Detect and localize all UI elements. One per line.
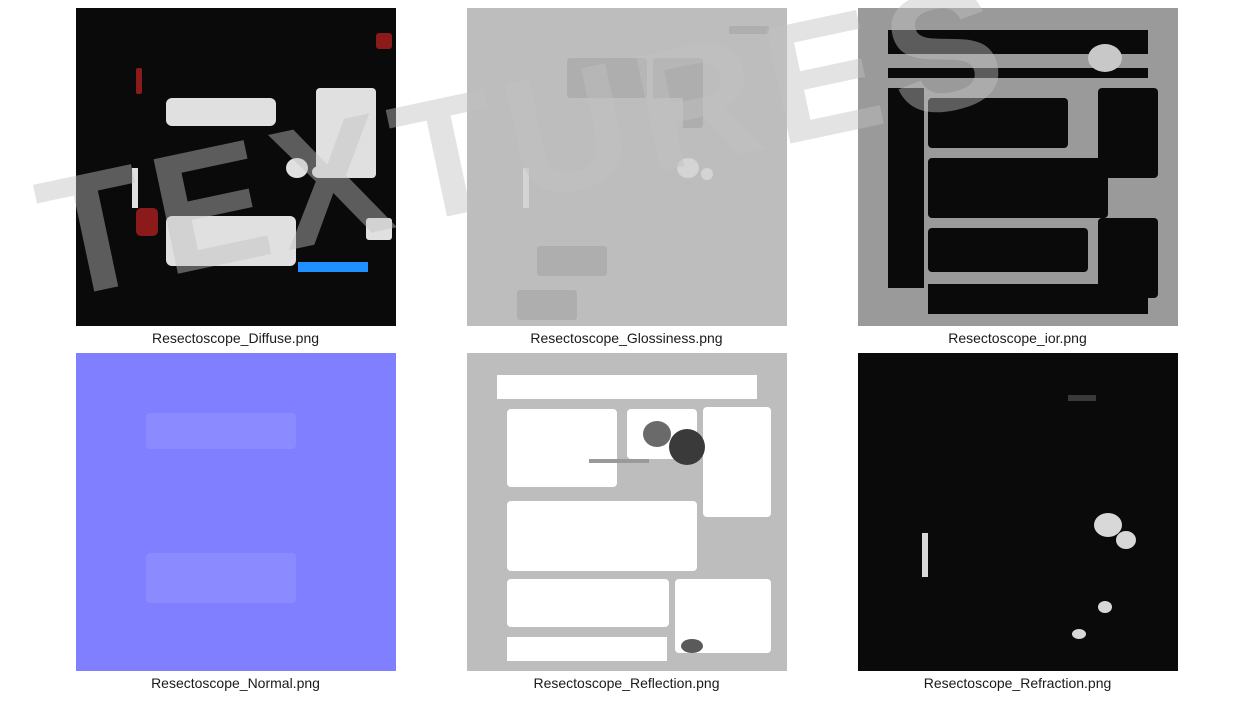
texture-caption-glossiness: Resectoscope_Glossiness.png <box>530 330 722 346</box>
texture-cell-3[interactable]: Resectoscope_Normal.png <box>40 353 431 698</box>
texture-shape <box>298 262 368 272</box>
texture-grid: Resectoscope_Diffuse.png Resectoscope_Gl… <box>0 0 1253 705</box>
texture-shape <box>286 158 308 178</box>
texture-shape <box>928 158 1108 218</box>
texture-shape <box>76 353 396 671</box>
texture-cell-1[interactable]: Resectoscope_Glossiness.png <box>431 8 822 353</box>
texture-shape <box>366 218 392 240</box>
texture-shape <box>928 98 1068 148</box>
texture-shape <box>677 158 699 178</box>
texture-caption-refraction: Resectoscope_Refraction.png <box>924 675 1112 691</box>
texture-caption-reflection: Resectoscope_Reflection.png <box>533 675 719 691</box>
texture-cell-2[interactable]: Resectoscope_ior.png <box>822 8 1213 353</box>
texture-shape <box>1098 601 1112 613</box>
thumb-wrap-4 <box>467 353 787 671</box>
texture-shape <box>507 501 697 571</box>
texture-thumbnail-reflection[interactable] <box>467 353 787 671</box>
texture-shape <box>1072 629 1086 639</box>
texture-shape <box>136 208 158 236</box>
texture-thumbnail-glossiness[interactable] <box>467 8 787 326</box>
texture-shape <box>517 290 577 320</box>
texture-shape <box>888 88 924 288</box>
texture-thumbnail-refraction[interactable] <box>858 353 1178 671</box>
texture-thumbnail-diffuse[interactable] <box>76 8 396 326</box>
texture-shape <box>166 216 296 266</box>
texture-shape <box>1116 531 1136 549</box>
texture-shape <box>1068 395 1096 401</box>
texture-caption-ior: Resectoscope_ior.png <box>948 330 1087 346</box>
texture-shape <box>922 533 928 577</box>
texture-shape <box>523 168 529 208</box>
thumb-wrap-3 <box>76 353 396 671</box>
texture-shape <box>132 168 138 208</box>
thumb-wrap-0 <box>76 8 396 326</box>
texture-shape <box>1094 513 1122 537</box>
texture-cell-5[interactable]: Resectoscope_Refraction.png <box>822 353 1213 698</box>
texture-caption-diffuse: Resectoscope_Diffuse.png <box>152 330 319 346</box>
texture-caption-normal: Resectoscope_Normal.png <box>151 675 320 691</box>
texture-shape <box>928 284 1148 314</box>
texture-thumbnail-normal[interactable] <box>76 353 396 671</box>
texture-shape <box>681 639 703 653</box>
thumb-wrap-1 <box>467 8 787 326</box>
texture-shape <box>537 246 607 276</box>
texture-shape <box>312 166 326 178</box>
texture-shape <box>146 553 296 603</box>
texture-shape <box>507 579 669 627</box>
texture-shape <box>589 459 649 463</box>
texture-shape <box>1098 88 1158 178</box>
texture-shape <box>166 98 276 126</box>
texture-shape <box>703 407 771 517</box>
texture-shape <box>729 26 769 34</box>
texture-shape <box>507 409 617 487</box>
texture-shape <box>669 429 705 465</box>
texture-shape <box>928 228 1088 272</box>
texture-shape <box>643 421 671 447</box>
texture-shape <box>136 68 142 94</box>
texture-shape <box>497 375 757 399</box>
texture-shape <box>507 637 667 661</box>
texture-shape <box>701 168 713 180</box>
texture-thumbnail-ior[interactable] <box>858 8 1178 326</box>
texture-shape <box>653 98 683 128</box>
thumb-wrap-2 <box>858 8 1178 326</box>
texture-shape <box>316 88 376 178</box>
texture-shape <box>376 33 392 49</box>
texture-cell-4[interactable]: Resectoscope_Reflection.png <box>431 353 822 698</box>
texture-cell-0[interactable]: Resectoscope_Diffuse.png <box>40 8 431 353</box>
thumb-wrap-5 <box>858 353 1178 671</box>
texture-shape <box>567 58 647 98</box>
texture-shape <box>1088 44 1122 72</box>
texture-shape <box>146 413 296 449</box>
